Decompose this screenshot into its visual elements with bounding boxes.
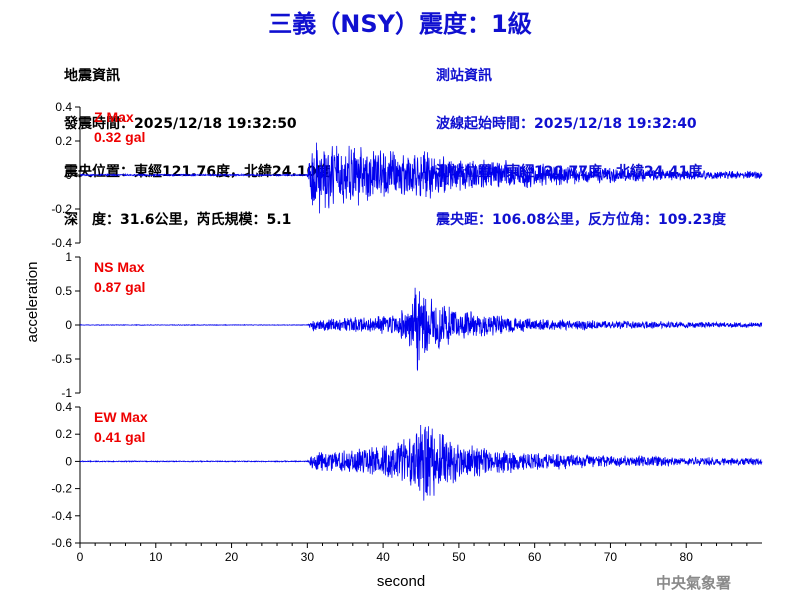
x-tick-label: 80 [680, 550, 694, 564]
depth-magnitude-text: 深 度：31.6公里，芮氏規模：5.1 [64, 212, 292, 228]
x-tick-label: 50 [452, 550, 466, 564]
ns-y-tick-label: 0.5 [55, 284, 72, 298]
ew-max-value: 0.41 gal [94, 429, 145, 445]
x-tick-label: 30 [301, 550, 315, 564]
z-max-value: 0.32 gal [94, 129, 145, 145]
z-y-tick-label: -0.2 [51, 202, 72, 216]
y-axis-label: acceleration [24, 262, 41, 343]
ns-max-label: NS Max [94, 259, 145, 275]
ns-y-tick-label: 0 [65, 318, 72, 332]
ns-y-tick-label: -0.5 [51, 352, 72, 366]
ew-max-label: EW Max [94, 409, 148, 425]
ew-y-tick-label: 0.2 [55, 427, 72, 441]
station-info-heading: 測站資訊 [436, 68, 492, 84]
wave-onset-text: 波線起始時間：2025/12/18 19:32:40 [436, 116, 697, 132]
x-tick-label: 60 [528, 550, 542, 564]
ns-waveform-trace [79, 287, 763, 372]
x-tick-label: 10 [149, 550, 163, 564]
ns-max-value: 0.87 gal [94, 279, 145, 295]
z-waveform-trace [79, 142, 763, 214]
page-title: 三義（NSY）震度：1級 [268, 10, 532, 38]
z-y-tick-label: 0 [65, 168, 72, 182]
quake-info-panel: 地震資訊 發震時間：2025/12/18 19:32:50 震央位置：東經121… [64, 36, 330, 260]
origin-time-text: 發震時間：2025/12/18 19:32:50 [64, 116, 297, 132]
x-tick-label: 70 [604, 550, 618, 564]
ew-waveform-trace [79, 424, 763, 501]
ew-y-tick-label: 0.4 [55, 400, 72, 414]
z-y-tick-label: 0.2 [55, 134, 72, 148]
ew-y-tick-label: -0.6 [51, 536, 72, 550]
ew-y-tick-label: -0.4 [51, 509, 72, 523]
ns-y-tick-label: 1 [65, 250, 72, 264]
x-tick-label: 20 [225, 550, 239, 564]
z-y-tick-label: -0.4 [51, 236, 72, 250]
agency-label: 中央氣象署 [656, 574, 732, 592]
x-tick-label: 0 [77, 550, 84, 564]
ns-y-tick-label: -1 [61, 386, 72, 400]
distance-azimuth-text: 震央距：106.08公里，反方位角：109.23度 [436, 212, 727, 228]
quake-info-heading: 地震資訊 [64, 68, 120, 84]
z-max-label: Z Max [94, 109, 134, 125]
ew-y-tick-label: -0.2 [51, 482, 72, 496]
ew-y-tick-label: 0 [65, 454, 72, 468]
x-tick-label: 40 [376, 550, 390, 564]
x-axis-label: second [377, 573, 425, 590]
z-y-tick-label: 0.4 [55, 100, 72, 114]
